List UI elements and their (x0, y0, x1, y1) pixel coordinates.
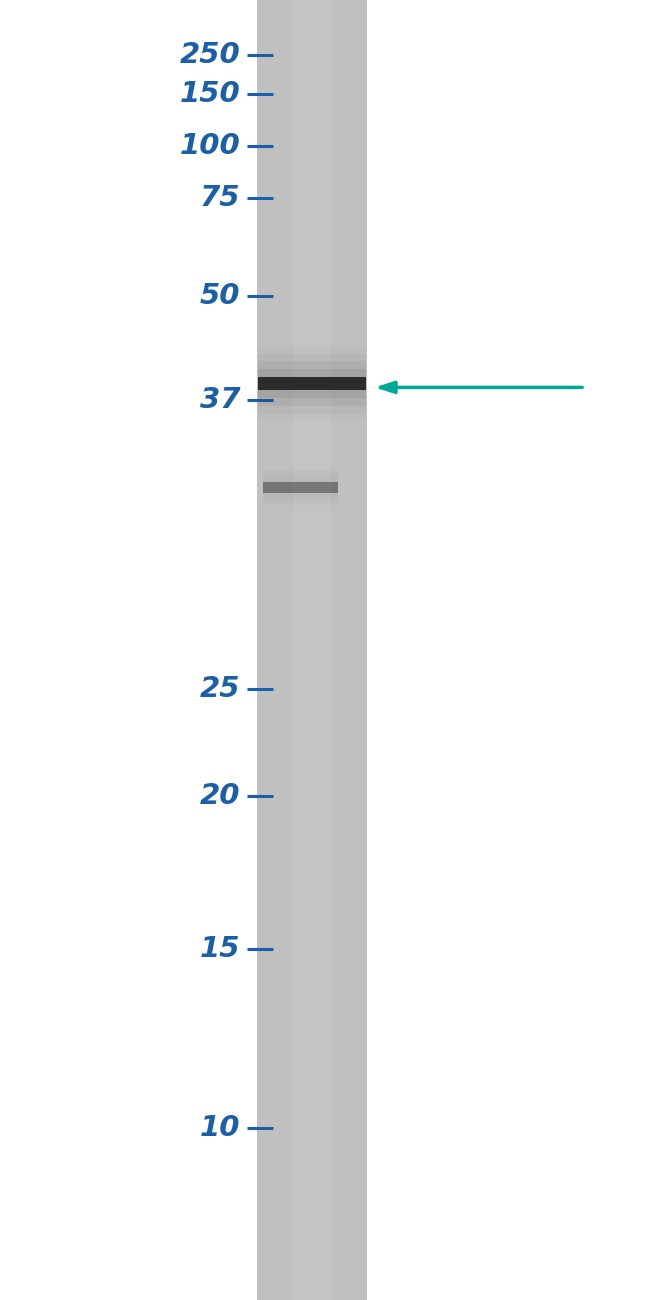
Text: 150: 150 (180, 79, 240, 108)
Text: 100: 100 (180, 131, 240, 160)
Text: 25: 25 (200, 675, 240, 703)
Bar (259, 361, 365, 406)
Bar (259, 346, 365, 421)
Bar (259, 369, 365, 398)
Bar (257, 0, 367, 1300)
Text: 15: 15 (200, 935, 240, 963)
Bar (263, 476, 338, 499)
Bar (259, 354, 365, 413)
Text: 75: 75 (200, 183, 240, 212)
Text: 10: 10 (200, 1114, 240, 1143)
Bar (263, 469, 338, 506)
Text: 20: 20 (200, 781, 240, 810)
Text: 37: 37 (200, 386, 240, 415)
Bar (292, 0, 332, 1300)
Text: 50: 50 (200, 282, 240, 311)
Bar (259, 377, 365, 390)
Text: 250: 250 (180, 40, 240, 69)
Bar (263, 482, 338, 493)
